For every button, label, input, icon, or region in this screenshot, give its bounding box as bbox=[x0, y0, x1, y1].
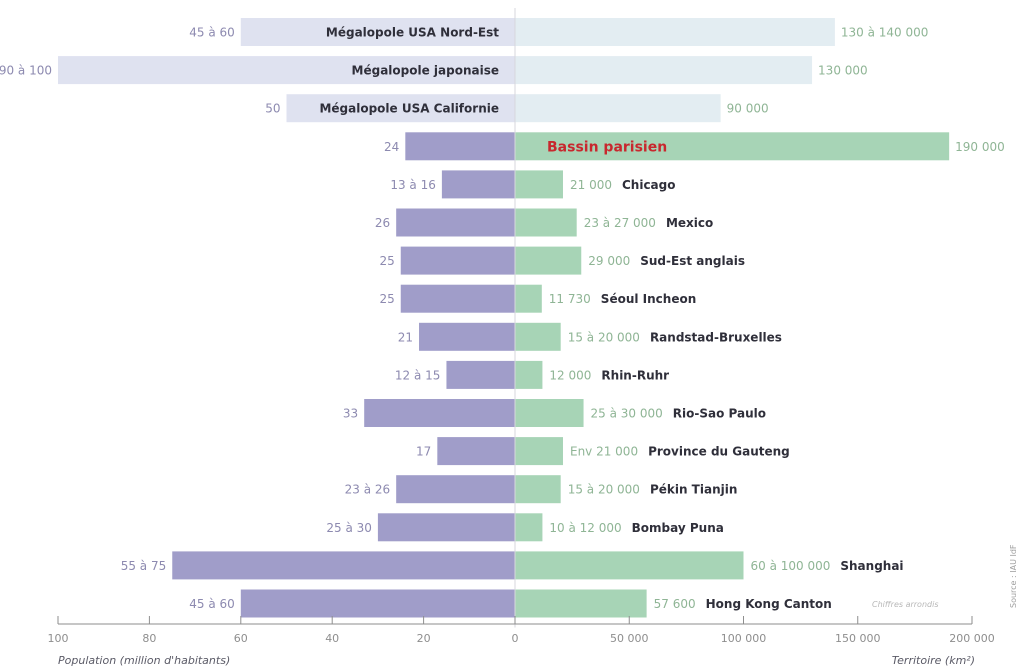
labels-layer: 45 à 60 130 à 140 000 Mégalopole USA Nord-… bbox=[0, 26, 1005, 612]
territory-bar-bassin-parisien bbox=[515, 132, 950, 161]
population-value-label: 25 bbox=[379, 292, 394, 306]
population-bar-randstad-bruxelles bbox=[419, 322, 515, 351]
population-value-label: 55 à 75 bbox=[121, 559, 167, 573]
territory-value-label: 15 à 20 000 bbox=[568, 483, 640, 497]
territory-bar-rio-sao-paulo bbox=[515, 399, 584, 427]
source-note: Source : IAU IdF bbox=[1009, 544, 1018, 608]
territory-value-label: 130 000 bbox=[818, 64, 868, 78]
metro-name-label: Hong Kong Canton bbox=[706, 597, 832, 611]
left-axis-tick-label: 100 bbox=[48, 632, 69, 645]
metro-name-label: Bombay Puna bbox=[632, 521, 724, 535]
territory-bar-bombay-puna bbox=[515, 513, 543, 542]
axis-layer: 100 80 60 40 20 0 50 000 100 000 150 000 200 000 bbox=[48, 616, 995, 645]
territory-value-label: Env 21 000 bbox=[570, 445, 638, 459]
metro-name-label: Chicago bbox=[622, 178, 676, 192]
territory-bar-province-du-gauteng bbox=[515, 437, 563, 466]
population-bar-m-galopole-usa-nord-est bbox=[240, 18, 516, 46]
right-axis-tick-label: 150 000 bbox=[835, 632, 881, 645]
population-value-label: 24 bbox=[384, 140, 399, 154]
metro-name-label: Sud-Est anglais bbox=[640, 254, 745, 268]
metro-name-label: Province du Gauteng bbox=[648, 445, 790, 459]
territory-value-label: 12 000 bbox=[549, 368, 591, 382]
population-bar-m-galopole-japonaise bbox=[58, 56, 515, 85]
population-value-label: 50 bbox=[265, 102, 280, 116]
metro-name-label: Mégalopole USA Californie bbox=[319, 102, 499, 116]
territory-bar-sud-est-anglais bbox=[515, 246, 582, 275]
left-axis-tick-label: 80 bbox=[142, 632, 156, 645]
left-axis-tick-label: 60 bbox=[234, 632, 248, 645]
population-bar-mexico bbox=[396, 208, 515, 237]
population-value-label: 33 bbox=[343, 407, 358, 421]
right-axis-label: Territoire (km²) bbox=[892, 654, 975, 667]
population-value-label: 12 à 15 bbox=[395, 368, 441, 382]
population-bar-bassin-parisien bbox=[405, 132, 515, 161]
territory-value-label: 15 à 20 000 bbox=[568, 330, 640, 344]
right-axis-tick-label: 200 000 bbox=[949, 632, 995, 645]
population-bar-p-kin-tianjin bbox=[396, 475, 515, 504]
territory-value-label: 10 à 12 000 bbox=[549, 521, 621, 535]
population-bar-sud-est-anglais bbox=[400, 246, 515, 275]
metro-name-label: Mégalopole USA Nord-Est bbox=[326, 26, 499, 40]
territory-value-label: 60 à 100 000 bbox=[751, 559, 831, 573]
territory-bar-m-galopole-usa-nord-est bbox=[515, 18, 835, 46]
population-bar-hong-kong-canton bbox=[240, 589, 516, 618]
territory-bar-randstad-bruxelles bbox=[515, 322, 561, 351]
territory-value-label: 11 730 bbox=[549, 292, 591, 306]
population-bar-bombay-puna bbox=[377, 513, 515, 542]
left-axis-tick-label: 20 bbox=[417, 632, 431, 645]
population-bar-m-galopole-usa-californie bbox=[286, 94, 515, 123]
metro-name-label: Mexico bbox=[666, 216, 713, 230]
population-value-label: 25 à 30 bbox=[326, 521, 372, 535]
left-axis-tick-label: 0 bbox=[512, 632, 519, 645]
population-value-label: 25 bbox=[379, 254, 394, 268]
metro-name-label: Mégalopole japonaise bbox=[352, 64, 499, 78]
territory-bar-mexico bbox=[515, 208, 577, 237]
population-value-label: 26 bbox=[375, 216, 390, 230]
population-bar-shanghai bbox=[172, 551, 515, 580]
population-value-label: 17 bbox=[416, 445, 431, 459]
metro-name-label: Randstad-Bruxelles bbox=[650, 330, 782, 344]
population-value-label: 90 à 100 bbox=[0, 64, 52, 78]
metro-name-label: Rhin-Ruhr bbox=[601, 368, 669, 382]
left-axis-tick-label: 40 bbox=[325, 632, 339, 645]
population-bar-rio-sao-paulo bbox=[364, 399, 515, 427]
population-value-label: 13 à 16 bbox=[390, 178, 436, 192]
population-value-label: 21 bbox=[398, 330, 413, 344]
right-axis-tick-label: 100 000 bbox=[721, 632, 767, 645]
territory-bar-m-galopole-usa-californie bbox=[515, 94, 721, 123]
territory-bar-hong-kong-canton bbox=[515, 589, 647, 618]
bars-layer bbox=[58, 18, 950, 618]
territory-value-label: 130 à 140 000 bbox=[841, 26, 929, 40]
left-axis-label: Population (million d'habitants) bbox=[58, 654, 230, 667]
population-bar-s-oul-incheon bbox=[400, 284, 515, 313]
metro-name-label: Rio-Sao Paulo bbox=[673, 407, 766, 421]
territory-bar-m-galopole-japonaise bbox=[515, 56, 813, 85]
population-value-label: 45 à 60 bbox=[189, 26, 235, 40]
territory-value-label: 190 000 bbox=[955, 140, 1005, 154]
metro-name-label: Shanghai bbox=[840, 559, 903, 573]
right-axis-tick-label: 50 000 bbox=[610, 632, 649, 645]
population-value-label: 45 à 60 bbox=[189, 597, 235, 611]
metro-name-label: Pékin Tianjin bbox=[650, 483, 737, 497]
population-bar-chicago bbox=[441, 170, 515, 199]
territory-value-label: 90 000 bbox=[727, 102, 769, 116]
territory-bar-s-oul-incheon bbox=[515, 284, 542, 313]
territory-bar-p-kin-tianjin bbox=[515, 475, 561, 504]
territory-value-label: 23 à 27 000 bbox=[584, 216, 656, 230]
territory-value-label: 21 000 bbox=[570, 178, 612, 192]
metro-name-label: Séoul Incheon bbox=[601, 292, 696, 306]
territory-value-label: 57 600 bbox=[654, 597, 696, 611]
territory-bar-rhin-ruhr bbox=[515, 360, 543, 389]
territory-value-label: 29 000 bbox=[588, 254, 630, 268]
metro-name-label-highlight: Bassin parisien bbox=[547, 139, 667, 155]
territory-bar-chicago bbox=[515, 170, 563, 199]
population-bar-province-du-gauteng bbox=[437, 437, 515, 466]
population-value-label: 23 à 26 bbox=[345, 483, 391, 497]
population-bar-rhin-ruhr bbox=[446, 360, 515, 389]
territory-bar-shanghai bbox=[515, 551, 744, 580]
territory-value-label: 25 à 30 000 bbox=[591, 407, 663, 421]
rounded-figures-note: Chiffres arrondis bbox=[872, 600, 939, 609]
